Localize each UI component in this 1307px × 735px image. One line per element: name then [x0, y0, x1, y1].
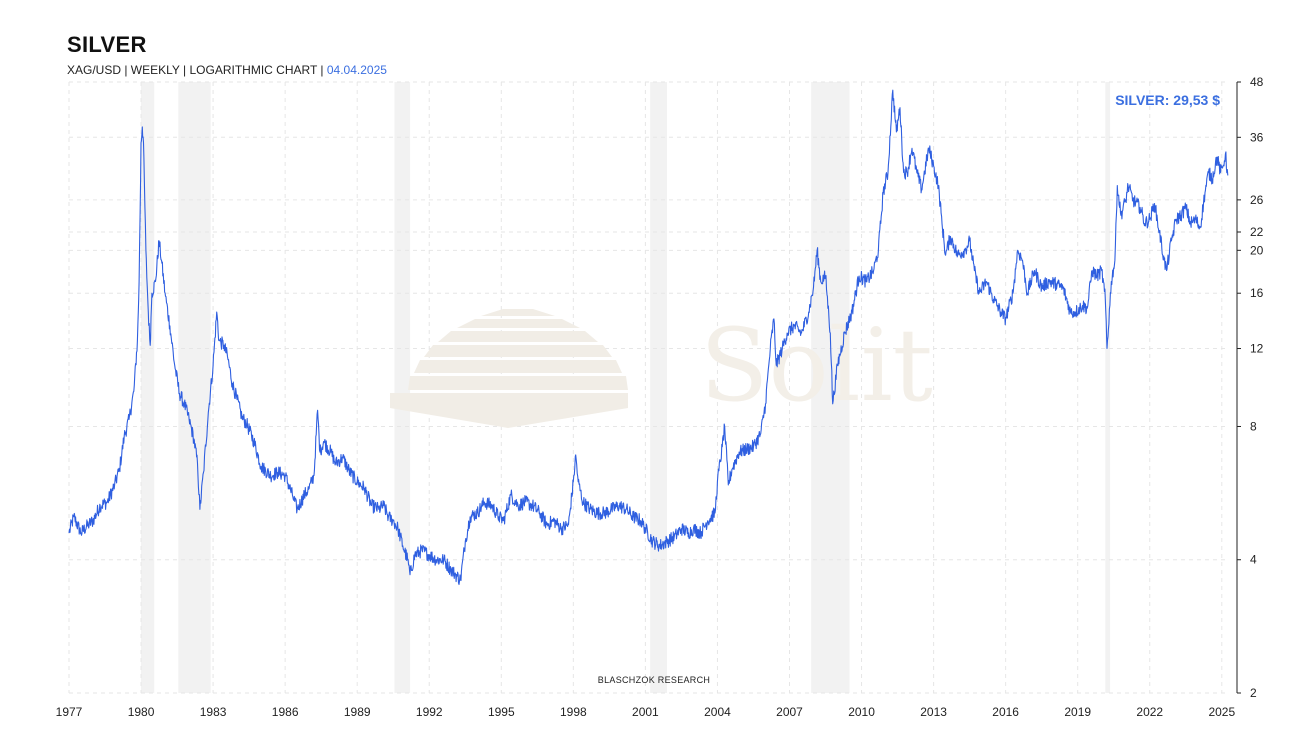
- x-tick-label: 1980: [128, 705, 155, 719]
- x-tick-label: 2010: [848, 705, 875, 719]
- grid-lines: [68, 81, 1229, 694]
- y-tick-label: 4: [1250, 553, 1257, 567]
- chart-title: SILVER: [67, 32, 147, 57]
- x-tick-label: 2001: [632, 705, 659, 719]
- x-tick-label: 2025: [1208, 705, 1235, 719]
- x-tick-label: 2019: [1064, 705, 1091, 719]
- recession-band: [650, 82, 668, 693]
- y-tick-label: 12: [1250, 342, 1264, 356]
- silver-price-line: [68, 89, 1229, 586]
- x-tick-label: 2013: [920, 705, 947, 719]
- credit-label: BLASCHZOK RESEARCH: [598, 675, 710, 685]
- x-tick-label: 2022: [1136, 705, 1163, 719]
- subtitle-date: 04.04.2025: [326, 63, 387, 77]
- y-tick-label: 20: [1250, 243, 1264, 257]
- y-tick-label: 36: [1250, 130, 1264, 144]
- x-tick-label: 1998: [560, 705, 587, 719]
- recession-band: [141, 82, 155, 693]
- svg-text:Solit: Solit: [700, 307, 933, 424]
- x-tick-label: 1992: [416, 705, 443, 719]
- recession-band: [394, 82, 411, 693]
- y-tick-label: 22: [1250, 225, 1264, 239]
- x-tick-label: 1977: [56, 705, 83, 719]
- x-tick-label: 2004: [704, 705, 731, 719]
- y-tick-label: 26: [1250, 193, 1264, 207]
- x-tick-label: 1986: [272, 705, 299, 719]
- solit-watermark-logo: Solit: [390, 307, 933, 428]
- y-tick-label: 2: [1250, 686, 1257, 700]
- x-tick-label: 2016: [992, 705, 1019, 719]
- y-tick-label: 16: [1250, 286, 1264, 300]
- y-tick-label: 48: [1250, 75, 1264, 89]
- x-tick-label: 1995: [488, 705, 515, 719]
- recession-band: [1105, 82, 1111, 693]
- x-axis-ticks: 1977 1980 1983 1986 1989 1992 1995 1998 2001 2004…: [56, 705, 1236, 719]
- recession-band: [178, 82, 211, 693]
- x-tick-label: 1983: [200, 705, 227, 719]
- x-tick-label: 2007: [776, 705, 803, 719]
- y-tick-label: 8: [1250, 419, 1257, 433]
- x-tick-label: 1989: [344, 705, 371, 719]
- recession-band: [811, 82, 850, 693]
- subtitle-text: XAG/USD | WEEKLY | LOGARITHMIC CHART |: [67, 63, 327, 77]
- current-price-label: SILVER: 29,53 $: [1115, 92, 1220, 108]
- chart-subtitle: XAG/USD | WEEKLY | LOGARITHMIC CHART | 0…: [67, 63, 387, 77]
